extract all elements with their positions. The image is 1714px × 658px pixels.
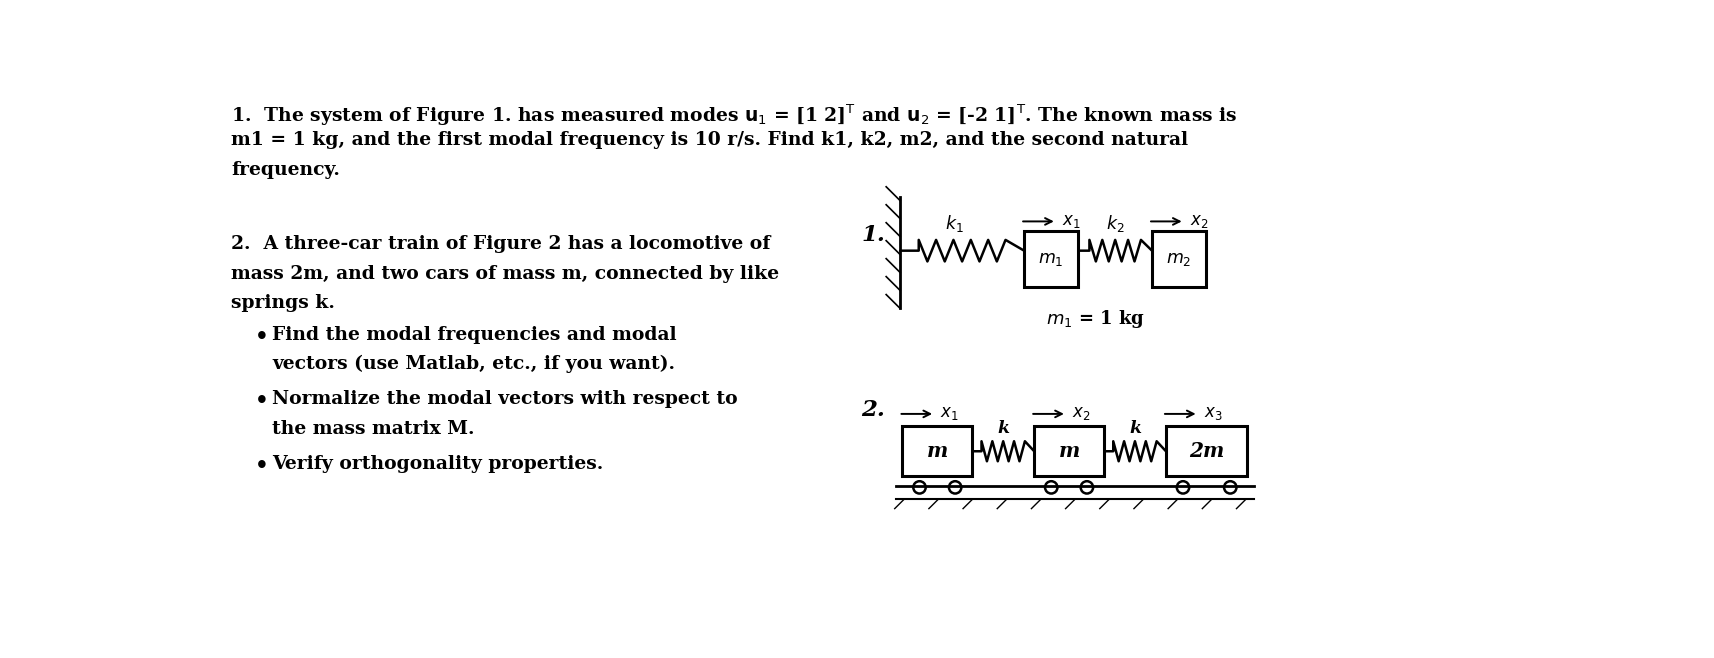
Text: $x_1$: $x_1$ (1063, 213, 1082, 230)
Text: 2.: 2. (862, 399, 884, 421)
Text: $x_1$: $x_1$ (941, 405, 960, 422)
Text: mass 2m, and two cars of mass m, connected by like: mass 2m, and two cars of mass m, connect… (231, 265, 780, 282)
Bar (1166, 426, 1248, 476)
Bar (1034, 426, 1104, 476)
Text: $m_1$ = 1 kg: $m_1$ = 1 kg (1046, 309, 1145, 330)
Bar (903, 426, 972, 476)
Text: Verify orthogonality properties.: Verify orthogonality properties. (273, 455, 603, 472)
Bar (1152, 232, 1207, 287)
Text: $x_2$: $x_2$ (1073, 405, 1090, 422)
Text: •: • (255, 455, 269, 476)
Text: Find the modal frequencies and modal: Find the modal frequencies and modal (273, 326, 677, 344)
Text: k: k (1130, 420, 1142, 438)
Text: the mass matrix M.: the mass matrix M. (273, 420, 475, 438)
Text: 2m: 2m (1190, 442, 1224, 461)
Text: •: • (255, 326, 269, 348)
Text: 1.: 1. (862, 224, 884, 245)
Text: m: m (1059, 442, 1080, 461)
Text: $m_1$: $m_1$ (1039, 251, 1064, 268)
Text: $m_2$: $m_2$ (1167, 251, 1191, 268)
Text: 2.  A three-car train of Figure 2 has a locomotive of: 2. A three-car train of Figure 2 has a l… (231, 236, 771, 253)
Text: frequency.: frequency. (231, 161, 339, 178)
Text: springs k.: springs k. (231, 293, 336, 312)
Text: m1 = 1 kg, and the first modal frequency is 10 r/s. Find k1, k2, m2, and the sec: m1 = 1 kg, and the first modal frequency… (231, 132, 1188, 149)
Text: $k_2$: $k_2$ (1106, 213, 1124, 234)
Text: Normalize the modal vectors with respect to: Normalize the modal vectors with respect… (273, 390, 739, 409)
Text: $x_2$: $x_2$ (1190, 213, 1208, 230)
Text: k: k (998, 420, 1010, 438)
Bar (1025, 232, 1078, 287)
Text: $x_3$: $x_3$ (1203, 405, 1222, 422)
Text: 1.  The system of Figure 1. has measured modes $\mathbf{u}_1$ = [1 2]$^\mathsf{T: 1. The system of Figure 1. has measured … (231, 102, 1238, 128)
Text: vectors (use Matlab, etc., if you want).: vectors (use Matlab, etc., if you want). (273, 355, 675, 374)
Text: •: • (255, 390, 269, 413)
Text: m: m (927, 442, 948, 461)
Text: $k_1$: $k_1$ (944, 213, 963, 234)
